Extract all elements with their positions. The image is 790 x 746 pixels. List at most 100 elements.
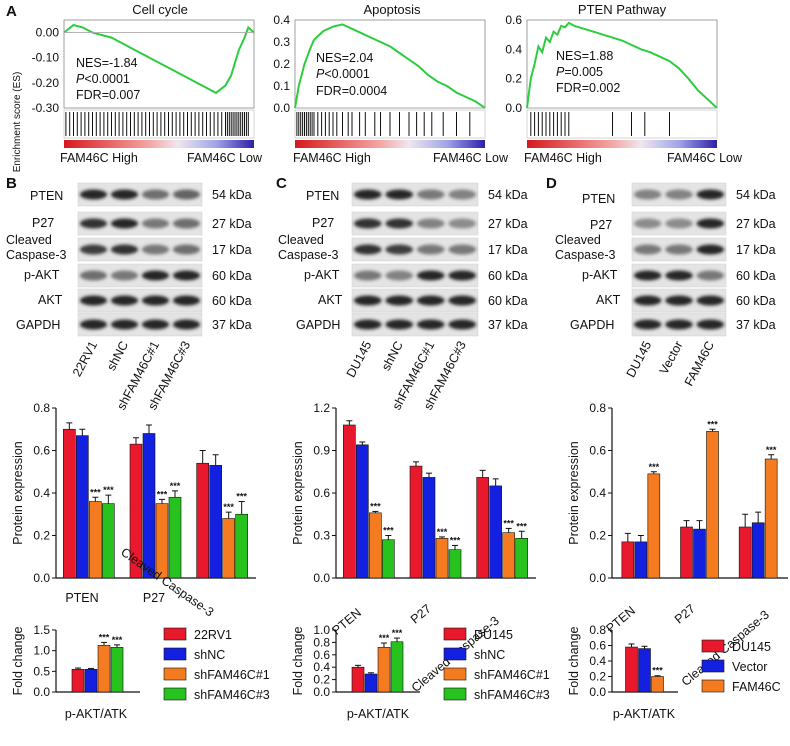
blot-band (353, 270, 382, 281)
category-label: P27 (408, 602, 434, 627)
blot-label-pten: PTEN (30, 189, 63, 203)
blot-label-caspase3: Caspase-3 (6, 248, 66, 262)
blot-label-cleaved: Cleaved (278, 233, 324, 247)
blot-band (665, 319, 693, 330)
blot-band (172, 295, 201, 306)
blot-band (385, 189, 414, 200)
blot-label-p27: P27 (32, 216, 54, 230)
blot-band (696, 270, 725, 281)
kda-label: 60 kDa (212, 269, 252, 283)
blot-strip (77, 312, 203, 337)
significance-label: *** (516, 521, 527, 531)
gsea-frame (63, 19, 255, 109)
blot-band (110, 244, 139, 255)
western-blot-D: D PTEN P27 Cleaved Caspase-3 p-AKT AKT G… (546, 175, 776, 388)
blot-band (448, 189, 477, 200)
significance-label: *** (236, 492, 247, 502)
blot-band (353, 319, 382, 330)
y-tick-label: -0.20 (32, 76, 60, 90)
blot-band (79, 270, 108, 281)
p-label: P=0.005 (556, 65, 603, 79)
bar (634, 541, 648, 579)
blot-strip (351, 237, 479, 262)
blot-label-pten: PTEN (306, 189, 339, 203)
blot-band (696, 189, 725, 200)
blot-band (665, 189, 693, 200)
significance-label: *** (766, 445, 777, 455)
blot-band (385, 295, 414, 306)
high-label: FAM46C High (524, 151, 602, 165)
legend-label: DU145 (732, 640, 771, 654)
kda-label: 37 kDa (488, 318, 528, 332)
y-tick-label: 0.4 (589, 486, 606, 500)
es-curve (63, 23, 255, 95)
low-label: FAM46C Low (433, 151, 509, 165)
bar (343, 424, 356, 579)
legend-swatch (443, 667, 467, 681)
blot-strip (351, 288, 479, 313)
y-tick-label: 0.3 (273, 35, 290, 49)
blot-band (416, 270, 445, 281)
y-tick-label: 1.5 (33, 623, 50, 637)
blot-band (172, 189, 201, 200)
gsea-title: Apoptosis (363, 2, 421, 17)
legend-swatch (443, 687, 467, 701)
significance-label: *** (652, 666, 663, 676)
low-label: FAM46C Low (667, 151, 743, 165)
bar (369, 512, 382, 579)
bar (63, 428, 76, 579)
legend-swatch (163, 647, 187, 661)
kda-label: 60 kDa (212, 294, 252, 308)
blot-band (385, 218, 414, 229)
blot-band (665, 270, 693, 281)
kda-label: 54 kDa (212, 188, 252, 202)
blot-band (448, 218, 477, 229)
lane-label: shNC (104, 339, 131, 373)
blot-label-gapdh: GAPDH (16, 318, 60, 332)
blot-strip (77, 237, 203, 262)
bar (351, 666, 365, 693)
kda-label: 37 kDa (212, 318, 252, 332)
bar (638, 648, 651, 693)
kda-label: 17 kDa (736, 243, 776, 257)
legend-label: 22RV1 (194, 628, 232, 642)
blot-label-pakt: p-AKT (304, 268, 340, 282)
blot-strip (351, 312, 479, 337)
blot-band (665, 244, 693, 255)
bar (476, 477, 489, 579)
fold-change-chart-C: 0.00.20.40.60.81.0 Fold change *** *** p-AKT… (291, 623, 550, 721)
blot-band (416, 295, 445, 306)
nes-label: NES=1.88 (556, 49, 613, 63)
y-axis-label: Protein expression (291, 441, 305, 545)
gsea-ylabel: Enrichment score (ES) (12, 72, 23, 173)
y-tick-label: -0.30 (32, 101, 60, 115)
blot-label-p27: P27 (312, 216, 334, 230)
bar (647, 473, 661, 579)
bar (364, 673, 378, 693)
bar (377, 647, 391, 693)
legend-swatch (163, 687, 187, 701)
fdr-label: FDR=0.0004 (316, 84, 387, 98)
y-tick-label: 0.2 (505, 72, 522, 86)
bar (71, 668, 85, 693)
bar (209, 465, 222, 579)
fdr-label: FDR=0.007 (76, 88, 140, 102)
kda-label: 27 kDa (212, 217, 252, 231)
blot-band (141, 319, 170, 330)
es-curve (294, 23, 486, 109)
nes-label: NES=-1.84 (76, 56, 138, 70)
low-label: FAM46C Low (187, 151, 263, 165)
y-tick-label: 0.0 (33, 685, 50, 699)
y-tick-label: 0.9 (313, 444, 330, 458)
panel-label-C: C (276, 175, 287, 192)
fdr-label: FDR=0.002 (556, 81, 620, 95)
y-tick-label: 0.0 (589, 571, 606, 585)
fold-change-chart-D: 0.00.2 0.40.6 0.8 Fold change *** p-AKT/ATK DU… (567, 623, 781, 721)
significance-label: *** (707, 419, 718, 429)
kda-label: 54 kDa (736, 188, 776, 202)
blot-band (416, 319, 445, 330)
y-tick-label: 0.4 (273, 13, 290, 27)
y-tick-label: 0.8 (33, 401, 50, 415)
y-tick-label: 0.8 (589, 401, 606, 415)
